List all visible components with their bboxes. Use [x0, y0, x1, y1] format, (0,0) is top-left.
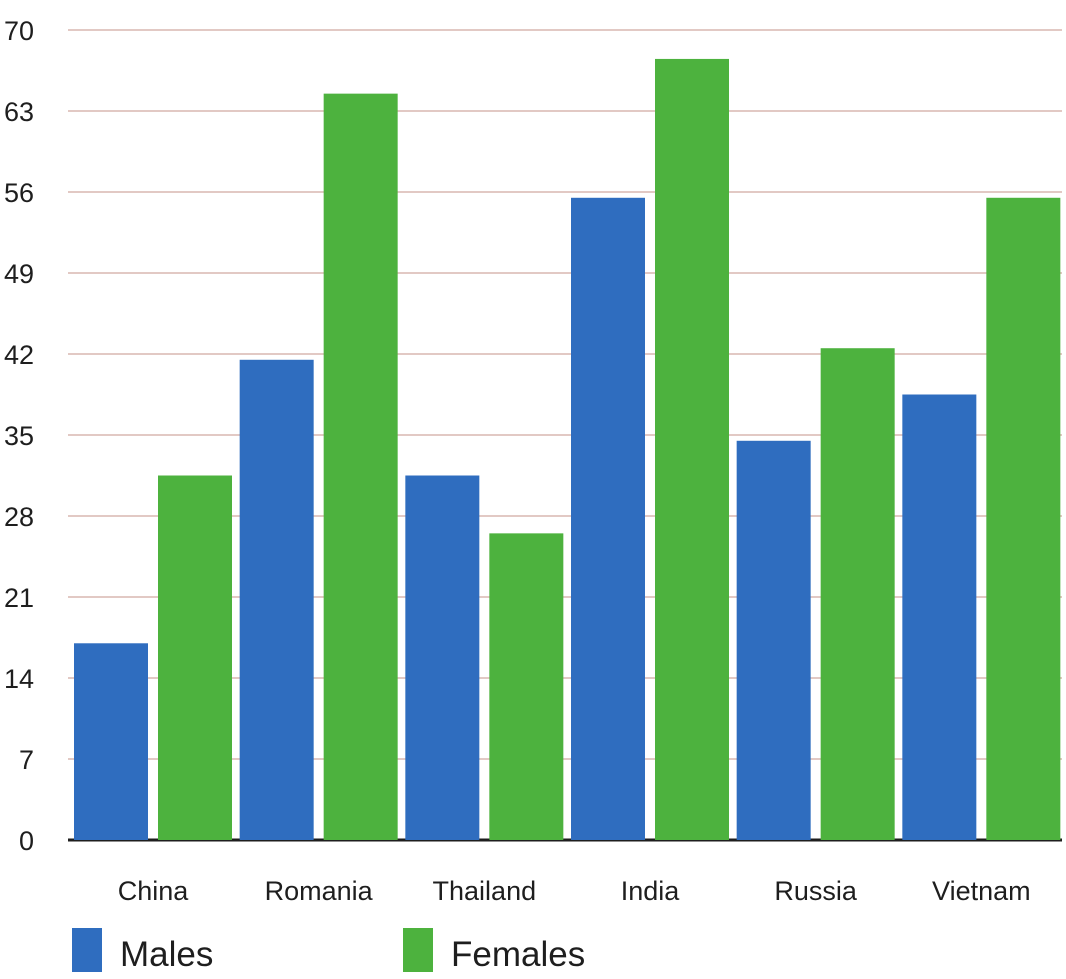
x-tick-label: China	[118, 876, 190, 906]
y-tick-label: 28	[4, 502, 34, 532]
x-tick-label: India	[621, 876, 681, 906]
bar-females	[655, 58, 729, 840]
legend-swatch-females	[403, 928, 433, 972]
x-tick-label: Russia	[774, 876, 858, 906]
y-tick-label: 14	[4, 664, 34, 694]
y-tick-label: 49	[4, 259, 34, 289]
legend-label-males: Males	[120, 935, 213, 974]
x-tick-label: Romania	[265, 876, 374, 906]
bar-males	[74, 643, 148, 840]
y-tick-label: 56	[4, 178, 34, 208]
y-tick-label: 7	[19, 745, 34, 775]
y-tick-label: 21	[4, 583, 34, 613]
legend-swatch-males	[72, 928, 102, 972]
x-tick-label: Vietnam	[932, 876, 1031, 906]
legend-label-females: Females	[451, 935, 585, 974]
bar-females	[820, 348, 895, 840]
bar-females	[323, 93, 398, 840]
y-tick-label: 0	[19, 826, 34, 856]
y-tick-label: 42	[4, 340, 34, 370]
bar-females	[158, 475, 232, 840]
bar-males	[239, 359, 314, 840]
bar-females	[489, 533, 564, 840]
y-tick-label: 63	[4, 97, 34, 127]
bar-females	[986, 197, 1061, 841]
x-tick-label: Thailand	[433, 876, 537, 906]
bar-males	[405, 475, 480, 840]
bar-males	[571, 197, 645, 841]
y-tick-label: 35	[4, 421, 34, 451]
bar-males	[902, 394, 977, 840]
y-tick-label: 70	[4, 16, 34, 46]
bar-males	[736, 440, 811, 840]
